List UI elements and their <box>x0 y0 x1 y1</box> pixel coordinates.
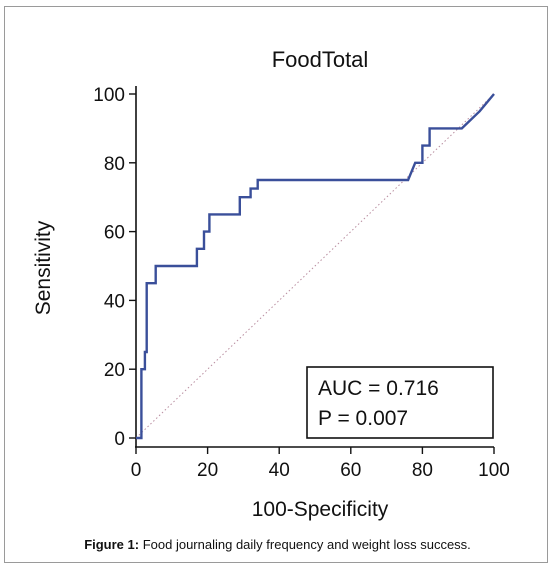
y-tick-label: 20 <box>104 360 125 381</box>
x-tick-label: 20 <box>197 460 218 481</box>
x-axis-ticks: 0 20 40 60 80 100 <box>131 447 510 481</box>
stats-annotation: AUC = 0.716 P = 0.007 <box>306 366 494 439</box>
roc-curve-line <box>136 93 495 440</box>
y-tick-label: 80 <box>104 154 125 175</box>
x-tick-label: 80 <box>412 460 433 481</box>
caption-text: Food journaling daily frequency and weig… <box>142 537 471 552</box>
y-axis-ticks: 0 20 40 60 80 100 <box>93 85 136 450</box>
x-axis-label: 100-Specificity <box>252 498 389 521</box>
y-tick-label: 60 <box>104 223 125 244</box>
y-tick-label: 100 <box>93 85 125 106</box>
plot-area <box>135 86 494 448</box>
stats-box <box>306 366 494 439</box>
chart-title: FoodTotal <box>272 47 369 72</box>
reference-diagonal-line <box>135 93 495 439</box>
y-axis-label: Sensitivity <box>32 220 55 315</box>
x-tick-label: 100 <box>478 460 510 481</box>
figure-caption: Figure 1: Food journaling daily frequenc… <box>0 537 555 552</box>
caption-label: Figure 1: <box>84 537 140 552</box>
x-tick-label: 0 <box>131 460 142 481</box>
y-tick-label: 0 <box>114 429 125 450</box>
y-tick-label: 40 <box>104 291 125 312</box>
x-tick-label: 40 <box>269 460 290 481</box>
series-lines <box>135 93 495 440</box>
auc-label: AUC = 0.716 <box>318 377 439 400</box>
figure-frame <box>4 6 548 563</box>
p-value-label: P = 0.007 <box>318 407 408 430</box>
x-tick-label: 60 <box>340 460 361 481</box>
